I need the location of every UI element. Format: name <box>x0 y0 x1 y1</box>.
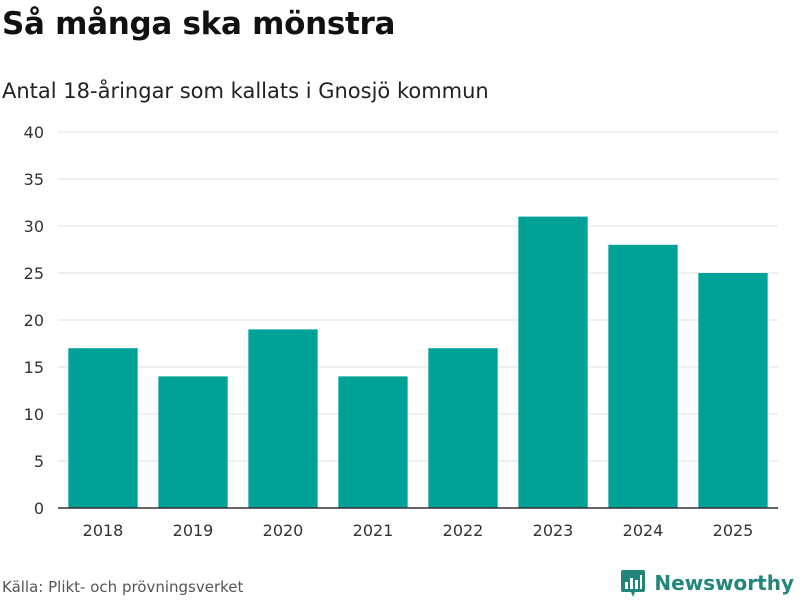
y-tick-label: 0 <box>34 499 44 518</box>
y-tick-label: 10 <box>24 405 44 424</box>
bar-2020[interactable] <box>248 329 318 508</box>
y-tick-label: 30 <box>24 217 44 236</box>
x-tick-label: 2018 <box>83 521 124 540</box>
x-tick-label: 2022 <box>443 521 484 540</box>
bar-2023[interactable] <box>518 216 588 508</box>
x-axis-ticks: 2018 2019 2020 2021 2022 2023 2024 2025 <box>83 521 754 540</box>
chart-subtitle: Antal 18-åringar som kallats i Gnosjö ko… <box>2 79 489 103</box>
bar-2022[interactable] <box>428 348 498 508</box>
bar-2021[interactable] <box>338 376 408 508</box>
chart-title: Så många ska mönstra <box>2 6 396 42</box>
brand-logo[interactable]: Newsworthy <box>620 568 794 598</box>
bar-2024[interactable] <box>608 244 678 509</box>
x-tick-label: 2025 <box>713 521 754 540</box>
y-tick-label: 15 <box>24 358 44 377</box>
x-tick-label: 2021 <box>353 521 394 540</box>
bars <box>68 216 768 509</box>
y-tick-label: 5 <box>34 452 44 471</box>
y-tick-label: 35 <box>24 170 44 189</box>
y-tick-label: 40 <box>24 123 44 142</box>
newsworthy-logo-icon <box>621 570 646 597</box>
bar-2025[interactable] <box>698 273 768 508</box>
bar-2019[interactable] <box>158 376 228 508</box>
x-tick-label: 2023 <box>533 521 574 540</box>
bar-2018[interactable] <box>68 348 138 508</box>
x-tick-label: 2024 <box>623 521 664 540</box>
brand-name: Newsworthy <box>654 571 794 595</box>
y-axis-ticks: 0 5 10 15 20 25 30 35 40 <box>24 123 44 518</box>
y-tick-label: 25 <box>24 264 44 283</box>
y-tick-label: 20 <box>24 311 44 330</box>
source-note: Källa: Plikt- och prövningsverket <box>2 578 244 596</box>
x-tick-label: 2019 <box>173 521 214 540</box>
x-tick-label: 2020 <box>263 521 304 540</box>
